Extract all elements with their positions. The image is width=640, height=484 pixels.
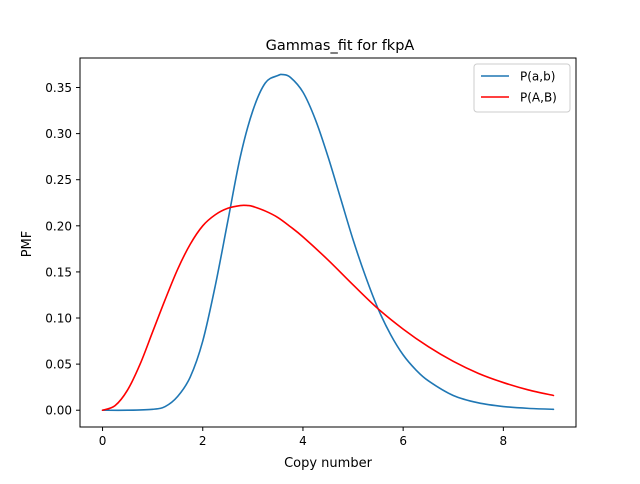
y-tick-label: 0.20 [45, 219, 72, 233]
y-tick-label: 0.15 [45, 265, 72, 279]
plot-area-frame [79, 57, 577, 428]
x-tick-label: 0 [99, 434, 107, 448]
axis-ticks: 0 2 4 6 8 0.00 0.05 0.10 0.15 0.20 0.25 0.30 0.35 [45, 81, 507, 448]
legend: P(a,b) P(A,B) [473, 63, 571, 113]
x-axis-label: Copy number [284, 456, 373, 471]
plot-lines [101, 73, 555, 412]
y-tick-label: 0.05 [45, 358, 72, 372]
y-axis-label: PMF [20, 231, 35, 258]
y-tick-label: 0.10 [45, 312, 72, 326]
legend-label-2: P(A,B) [520, 91, 557, 105]
legend-label-1: P(a,b) [520, 70, 555, 84]
x-tick-label: 8 [500, 434, 508, 448]
x-tick-label: 6 [399, 434, 407, 448]
y-tick-label: 0.35 [45, 81, 72, 95]
series-line-1 [101, 73, 555, 412]
chart-title: Gammas_fit for fkpA [266, 38, 415, 54]
x-tick-label: 4 [299, 434, 307, 448]
y-tick-label: 0.00 [45, 404, 72, 418]
y-tick-label: 0.30 [45, 127, 72, 141]
x-tick-label: 2 [199, 434, 207, 448]
y-tick-label: 0.25 [45, 173, 72, 187]
series-line-2 [101, 204, 555, 412]
